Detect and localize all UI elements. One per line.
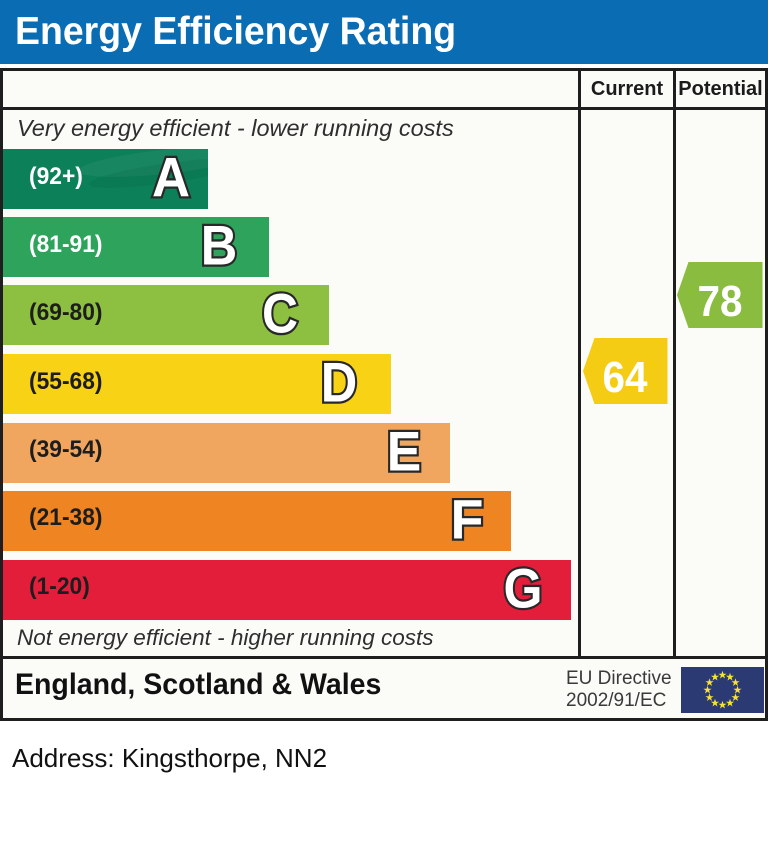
svg-text:G: G: [504, 562, 543, 612]
svg-text:78: 78: [698, 277, 743, 326]
svg-text:B: B: [200, 219, 237, 269]
svg-text:F: F: [451, 493, 484, 543]
svg-text:D: D: [321, 356, 358, 406]
svg-text:A: A: [152, 151, 190, 201]
svg-text:64: 64: [603, 353, 648, 402]
svg-text:E: E: [386, 425, 421, 475]
svg-text:C: C: [262, 287, 298, 337]
